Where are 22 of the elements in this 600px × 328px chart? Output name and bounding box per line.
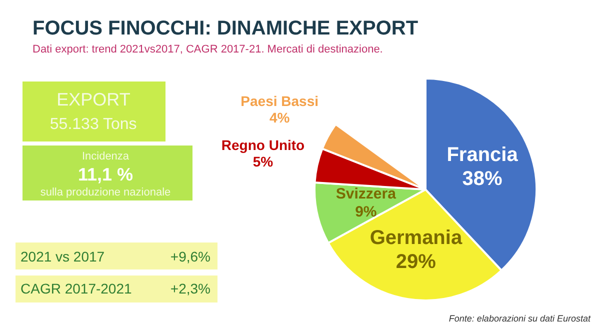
text: Incidenza (82, 150, 130, 162)
text: EXPORT (56, 90, 130, 110)
chart-subtitle: Dati export: trend 2021vs2017, CAGR 2017-21. Mercati di destinazione. (32, 44, 383, 56)
slice-label: Paesi Bassi (240, 92, 319, 109)
source-note: Fonte: elaborazioni su dati Eurostat (448, 314, 591, 324)
text: 55.133 Tons (50, 116, 137, 133)
text: CAGR 2017-2021 (20, 280, 132, 296)
slice-label: Germania (370, 226, 463, 249)
data-label: 5% (252, 154, 274, 170)
data-label: 29% (396, 250, 436, 273)
slice-label: Francia (446, 144, 519, 166)
text: +2,3% (170, 280, 211, 296)
text: +9,6% (170, 248, 211, 264)
chart-title: FOCUS FINOCCHI: DINAMICHE EXPORT (32, 18, 418, 40)
slice-label: Regno Unito (221, 136, 305, 153)
text: 2021 vs 2017 (20, 248, 105, 264)
data-label: 9% (355, 203, 377, 220)
text: sulla produzione nazionale (40, 186, 171, 198)
text: 11,1 % (78, 164, 134, 184)
data-label: 4% (269, 110, 290, 126)
data-label: 38% (462, 168, 502, 190)
slice-label: Svizzera (336, 185, 397, 202)
